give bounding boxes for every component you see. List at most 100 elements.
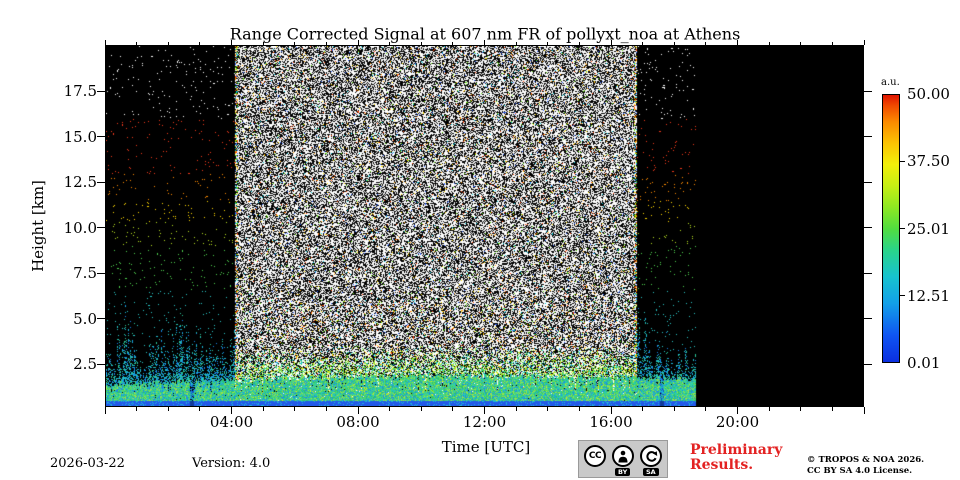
cc-sa-label: SA xyxy=(643,468,659,476)
preliminary-line2: Results. xyxy=(690,457,754,473)
y-tick-label: 5.0 xyxy=(73,309,97,328)
x-minor-tick-top xyxy=(578,42,580,45)
x-major-tick-top xyxy=(484,40,485,45)
x-minor-tick xyxy=(642,407,644,411)
x-major-tick-top xyxy=(104,40,106,45)
x-minor-tick-top xyxy=(420,42,422,45)
y-tick-label: 12.5 xyxy=(63,173,97,192)
x-tick-label: 12:00 xyxy=(462,413,507,431)
preliminary-line1: Preliminary xyxy=(690,442,783,458)
y-tick-label: 10.0 xyxy=(63,218,97,237)
y-major-tick-right xyxy=(864,363,872,365)
x-tick-label: 20:00 xyxy=(715,413,760,431)
y-major-tick xyxy=(97,90,105,92)
colorbar-tick-label: 50.00 xyxy=(907,85,950,103)
x-minor-tick xyxy=(167,407,169,411)
y-major-tick xyxy=(97,318,105,320)
x-minor-tick xyxy=(294,407,296,411)
colorbar-tick xyxy=(900,160,905,162)
x-major-tick xyxy=(231,407,232,414)
plot-title: Range Corrected Signal at 607 nm FR of p… xyxy=(229,24,741,44)
x-tick-label: 04:00 xyxy=(209,413,254,431)
y-major-tick xyxy=(97,227,105,229)
x-minor-tick xyxy=(420,407,422,411)
y-major-tick xyxy=(97,363,105,365)
x-major-tick-top xyxy=(357,40,359,45)
x-minor-tick xyxy=(325,407,327,411)
x-major-tick xyxy=(737,407,738,414)
x-major-tick xyxy=(484,407,485,414)
measurement-date: 2026-03-22 xyxy=(50,456,125,471)
x-minor-tick-top xyxy=(136,42,138,45)
y-major-tick xyxy=(97,136,105,138)
x-major-tick-top xyxy=(231,40,232,45)
x-major-tick xyxy=(610,407,612,414)
x-major-tick xyxy=(104,407,106,414)
x-minor-tick xyxy=(800,407,802,411)
x-minor-tick-top xyxy=(452,42,454,45)
x-minor-tick-top xyxy=(831,42,833,45)
x-minor-tick xyxy=(262,407,264,411)
colorbar-tick-label: 0.01 xyxy=(907,354,941,372)
y-tick-label: 2.5 xyxy=(73,355,97,374)
y-major-tick-right xyxy=(864,272,872,274)
x-minor-tick-top xyxy=(768,42,770,45)
cc-by-person-icon xyxy=(612,445,634,467)
y-tick-label: 17.5 xyxy=(63,82,97,101)
y-major-tick-right xyxy=(864,90,872,92)
y-major-tick xyxy=(97,272,105,274)
cc-by-sa-badge[interactable]: CC BY SA xyxy=(578,440,668,478)
cc-by-label: BY xyxy=(615,468,631,476)
x-minor-tick-top xyxy=(325,42,327,45)
colorbar-tick-label: 12.51 xyxy=(907,286,950,305)
x-axis-label: Time [UTC] xyxy=(441,438,531,456)
version-label: Version: 4.0 xyxy=(192,456,271,471)
plot-area xyxy=(105,45,864,407)
colorbar xyxy=(882,94,900,363)
x-major-tick-top xyxy=(737,40,738,45)
y-major-tick-right xyxy=(864,136,872,138)
y-major-tick-right xyxy=(864,181,872,183)
x-major-tick xyxy=(357,407,359,414)
x-minor-tick xyxy=(705,407,707,411)
x-minor-tick xyxy=(452,407,454,411)
y-tick-label: 7.5 xyxy=(73,264,97,283)
y-major-tick-right xyxy=(864,227,872,229)
x-minor-tick-top xyxy=(262,42,264,45)
x-minor-tick-top xyxy=(389,42,391,45)
preliminary-results-note: Preliminary Results. xyxy=(690,443,782,473)
cc-icon: CC xyxy=(584,445,606,467)
x-minor-tick-top xyxy=(705,42,707,45)
x-major-tick-top xyxy=(610,40,612,45)
colorbar-tick-label: 25.01 xyxy=(907,219,950,238)
x-minor-tick xyxy=(199,407,201,411)
signal-heatmap-canvas xyxy=(106,46,863,406)
x-minor-tick xyxy=(831,407,833,411)
x-minor-tick xyxy=(578,407,580,411)
copyright-note: © TROPOS & NOA 2026. CC BY SA 4.0 Licens… xyxy=(807,455,924,476)
colorbar-tick xyxy=(900,295,905,297)
colorbar-tick xyxy=(900,228,905,229)
x-minor-tick-top xyxy=(547,42,549,45)
x-minor-tick-top xyxy=(199,42,201,45)
x-minor-tick xyxy=(515,407,517,411)
colorbar-unit-label: a.u. xyxy=(881,77,900,88)
copyright-line1: © TROPOS & NOA 2026. xyxy=(807,455,925,465)
x-minor-tick xyxy=(547,407,549,411)
x-minor-tick-top xyxy=(642,42,644,45)
copyright-line2: CC BY SA 4.0 License. xyxy=(807,465,913,476)
x-minor-tick-top xyxy=(673,42,675,45)
x-minor-tick xyxy=(673,407,675,411)
x-tick-label: 16:00 xyxy=(589,413,633,431)
x-tick-label: 08:00 xyxy=(336,413,380,431)
x-minor-tick-top xyxy=(515,42,517,45)
y-major-tick xyxy=(97,181,105,183)
x-minor-tick xyxy=(768,407,770,411)
x-major-tick-top xyxy=(863,40,865,45)
cc-sa-arrow-icon xyxy=(640,445,662,467)
colorbar-tick-label: 37.50 xyxy=(907,152,950,171)
x-minor-tick-top xyxy=(294,42,296,45)
y-tick-label: 15.0 xyxy=(63,127,97,146)
x-minor-tick xyxy=(389,407,391,411)
